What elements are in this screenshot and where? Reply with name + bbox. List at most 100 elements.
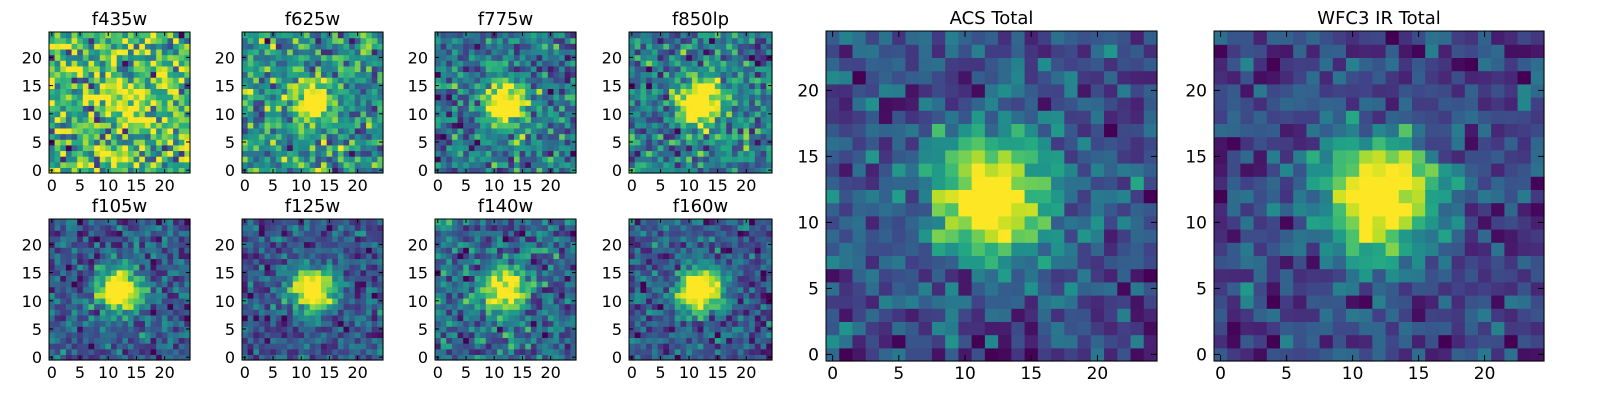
heatmap-cell: [88, 150, 95, 157]
heatmap-cell: [82, 292, 90, 299]
heatmap-cell: [242, 71, 249, 78]
heatmap-cell: [156, 247, 163, 254]
heatmap-cell: [253, 275, 260, 282]
heatmap-cell: [714, 88, 722, 95]
heatmap-cell: [657, 156, 664, 163]
heatmap-cell: [680, 43, 687, 50]
heatmap-cell: [714, 320, 722, 327]
heatmap-cell: [519, 309, 526, 316]
heatmap-cell: [343, 309, 350, 316]
heatmap-cell: [547, 105, 555, 112]
heatmap-cell: [480, 144, 487, 152]
heatmap-cell: [326, 320, 333, 327]
heatmap-cell: [258, 167, 266, 174]
heatmap-cell: [640, 303, 647, 310]
heatmap-cell: [156, 82, 163, 89]
heatmap-cell: [468, 77, 476, 84]
heatmap-cell: [161, 258, 169, 265]
heatmap-cell: [446, 219, 453, 226]
heatmap-cell: [127, 133, 135, 140]
heatmap-cell: [150, 297, 157, 305]
heatmap-cell: [156, 127, 163, 135]
heatmap-cell: [122, 110, 129, 118]
heatmap-cell: [270, 110, 277, 118]
heatmap-cell: [669, 297, 676, 305]
heatmap-cell: [94, 37, 101, 44]
heatmap-cell: [94, 167, 101, 174]
heatmap-cell: [94, 65, 101, 73]
heatmap-cell: [247, 331, 254, 339]
heatmap-cell: [161, 320, 169, 327]
heatmap-cell: [150, 54, 157, 61]
heatmap-cell: [651, 105, 659, 112]
heatmap-cell: [468, 105, 476, 112]
heatmap-cell: [292, 348, 299, 355]
heatmap-cell: [697, 82, 704, 89]
heatmap-cell: [691, 48, 699, 56]
heatmap-cell: [326, 281, 333, 288]
heatmap-cell: [502, 54, 509, 61]
heatmap-cell: [337, 230, 345, 237]
heatmap-cell: [536, 326, 543, 333]
heatmap-cell: [99, 354, 106, 361]
heatmap-cell: [564, 303, 571, 310]
heatmap-cell: [49, 105, 56, 112]
heatmap-cell: [663, 320, 670, 327]
heatmap-cell: [116, 60, 123, 67]
heatmap-cell: [275, 144, 283, 152]
heatmap-cell: [457, 292, 464, 299]
heatmap-cell: [343, 77, 350, 84]
heatmap-cell: [491, 314, 498, 322]
heatmap-cell: [513, 71, 521, 78]
heatmap-cell: [116, 88, 123, 95]
y-tick-label: 10: [408, 292, 428, 311]
heatmap-cell: [508, 105, 515, 112]
heatmap-cell: [122, 60, 129, 67]
heatmap-cell: [669, 122, 676, 129]
heatmap-cell: [714, 269, 722, 276]
heatmap-cell: [133, 54, 140, 61]
heatmap-cell: [680, 82, 687, 89]
heatmap-cell: [116, 309, 123, 316]
heatmap-cell: [451, 343, 459, 350]
heatmap-cell: [564, 264, 571, 271]
heatmap-cell: [435, 252, 442, 260]
heatmap-cell: [258, 309, 266, 316]
heatmap-cell: [485, 156, 492, 163]
heatmap-cell: [451, 320, 459, 327]
heatmap-cell: [173, 77, 180, 84]
heatmap-cell: [377, 32, 384, 39]
heatmap-cell: [298, 150, 305, 157]
heatmap-cell: [513, 241, 521, 248]
heatmap-cell: [559, 32, 566, 39]
heatmap-cell: [536, 247, 543, 254]
heatmap-cell: [663, 88, 670, 95]
heatmap-cell: [298, 247, 305, 254]
heatmap-cell: [542, 337, 549, 344]
heatmap-cell: [680, 161, 687, 168]
heatmap-cell: [697, 54, 704, 61]
heatmap-cell: [242, 252, 249, 260]
heatmap-cell: [298, 241, 305, 248]
heatmap-cell: [377, 105, 384, 112]
heatmap-cell: [714, 281, 722, 288]
heatmap-cell: [275, 94, 283, 101]
heatmap-cell: [309, 247, 316, 254]
heatmap-cell: [156, 269, 163, 276]
heatmap-cell: [309, 48, 316, 56]
heatmap-cell: [377, 71, 384, 78]
heatmap-cell: [71, 110, 78, 118]
heatmap-cell: [133, 71, 140, 78]
heatmap-cell: [304, 348, 311, 355]
heatmap-cell: [564, 65, 571, 73]
heatmap-cell: [133, 320, 140, 327]
heatmap-cell: [150, 331, 157, 339]
heatmap-cell: [161, 161, 169, 168]
heatmap-cell: [497, 105, 504, 112]
heatmap-cell: [343, 82, 350, 89]
heatmap-cell: [737, 94, 744, 101]
heatmap-cell: [337, 269, 345, 276]
heatmap-cell: [326, 150, 333, 157]
heatmap-cell: [446, 314, 453, 322]
heatmap-cell: [709, 105, 716, 112]
